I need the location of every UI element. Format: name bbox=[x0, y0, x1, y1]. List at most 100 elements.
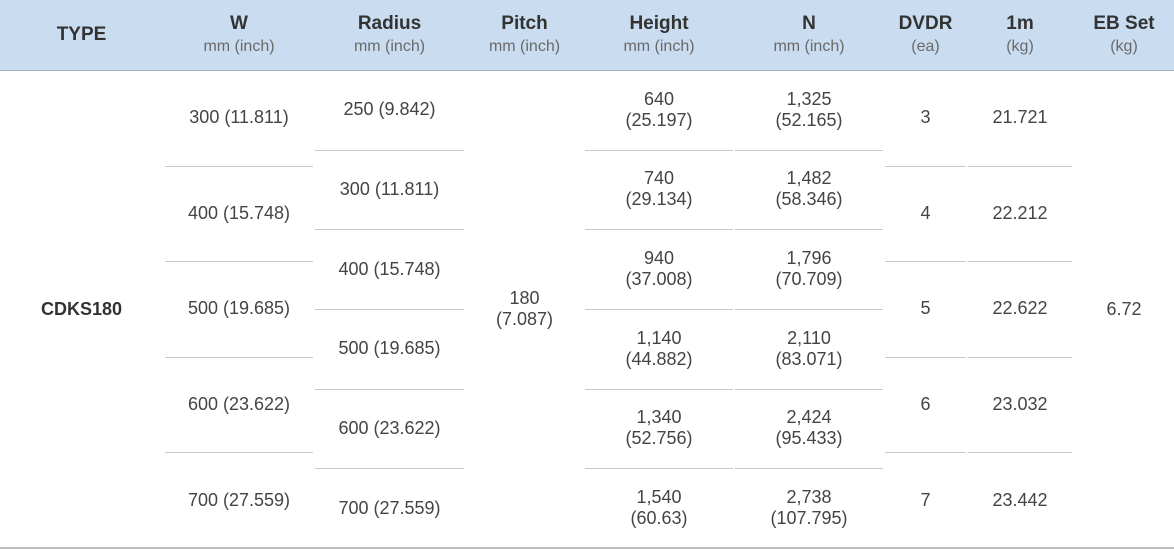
table-cell: 23.032 bbox=[968, 357, 1072, 453]
header-cell: Pitch mm (inch) bbox=[466, 0, 583, 70]
header-unit: mm (inch) bbox=[488, 38, 561, 55]
cell-line: (58.346) bbox=[775, 189, 843, 210]
header-title: Pitch bbox=[501, 13, 548, 34]
table-cell: 500 (19.685) bbox=[165, 261, 313, 357]
cell-line: 2,110 bbox=[787, 327, 831, 348]
table-cell: 400 (15.748) bbox=[165, 166, 313, 262]
header-title: W bbox=[230, 13, 248, 34]
cell-line: 1,796 bbox=[786, 248, 832, 269]
header-cell: 1m (kg) bbox=[968, 0, 1072, 70]
cell-line: 2,738 bbox=[786, 487, 832, 508]
cell-line: 300 (11.811) bbox=[189, 107, 289, 128]
row-separator bbox=[315, 309, 464, 310]
header-unit: (kg) bbox=[1006, 38, 1034, 55]
cell-line: 6 bbox=[920, 394, 931, 415]
row-separator bbox=[315, 468, 464, 469]
cell-line: 22.212 bbox=[992, 202, 1048, 223]
cell-line: 600 (23.622) bbox=[187, 394, 291, 415]
row-separator bbox=[735, 150, 883, 151]
cell-line: 640 bbox=[643, 88, 675, 109]
table-cell: 5 bbox=[885, 261, 966, 357]
cell-line: 7 bbox=[920, 489, 931, 510]
cell-line: (83.071) bbox=[775, 348, 843, 369]
table-cell: 7 bbox=[885, 452, 966, 548]
cell-line: (107.795) bbox=[770, 508, 848, 529]
table-cell: 2,110 (83.071) bbox=[735, 309, 883, 389]
header-unit: mm (inch) bbox=[203, 38, 275, 55]
header-unit: mm (inch) bbox=[773, 38, 845, 55]
row-separator bbox=[968, 452, 1072, 453]
row-separator bbox=[968, 261, 1072, 262]
cell-line: (60.63) bbox=[630, 508, 688, 529]
cell-line: 740 bbox=[643, 168, 675, 189]
row-separator bbox=[585, 229, 733, 230]
cell-line: 500 (19.685) bbox=[338, 338, 441, 359]
cell-line: 4 bbox=[920, 202, 931, 223]
table-cell: CDKS180 bbox=[0, 70, 163, 548]
row-separator bbox=[885, 166, 966, 167]
cell-line: (7.087) bbox=[495, 309, 554, 329]
cell-line: 3 bbox=[920, 107, 931, 128]
row-separator bbox=[585, 309, 733, 310]
bottom-rule bbox=[0, 547, 1174, 549]
table-cell: 1,325 (52.165) bbox=[735, 70, 883, 150]
header-unit: (kg) bbox=[1110, 38, 1138, 55]
header-unit: mm (inch) bbox=[353, 38, 426, 55]
table-cell: 1,796 (70.709) bbox=[735, 229, 883, 309]
header-cell: TYPE bbox=[0, 0, 163, 70]
cell-line: 1,325 bbox=[786, 88, 832, 109]
header-title: Radius bbox=[357, 13, 422, 34]
cell-line: (25.197) bbox=[625, 109, 693, 130]
row-separator bbox=[165, 166, 313, 167]
table-cell: 940 (37.008) bbox=[585, 229, 733, 309]
header-title: EB Set bbox=[1093, 13, 1155, 34]
cell-line: 23.032 bbox=[992, 394, 1048, 415]
header-title: DVDR bbox=[898, 13, 953, 34]
header-cell: Height mm (inch) bbox=[585, 0, 733, 70]
cell-line: (52.756) bbox=[625, 428, 693, 449]
row-separator bbox=[165, 452, 313, 453]
cell-line: 6.72 bbox=[1106, 298, 1142, 319]
header-title: N bbox=[802, 13, 816, 34]
cell-line: 22.622 bbox=[992, 298, 1048, 319]
cell-line: (37.008) bbox=[625, 269, 693, 290]
table-cell: 2,738 (107.795) bbox=[735, 468, 883, 548]
row-separator bbox=[315, 229, 464, 230]
cell-line: 300 (11.811) bbox=[339, 178, 440, 199]
row-separator bbox=[885, 452, 966, 453]
cell-line: 500 (19.685) bbox=[187, 298, 291, 319]
row-separator bbox=[585, 389, 733, 390]
header-unit: mm (inch) bbox=[623, 38, 695, 55]
table-cell: 740 (29.134) bbox=[585, 150, 733, 230]
table-cell: 1,482 (58.346) bbox=[735, 150, 883, 230]
row-separator bbox=[885, 357, 966, 358]
table-cell: 4 bbox=[885, 166, 966, 262]
table-cell: 21.721 bbox=[968, 70, 1072, 166]
cell-line: 1,482 bbox=[786, 168, 832, 189]
row-separator bbox=[735, 389, 883, 390]
cell-line: 600 (23.622) bbox=[338, 417, 441, 438]
header-title: TYPE bbox=[56, 24, 107, 45]
cell-line: 180 bbox=[509, 288, 540, 308]
table-cell: 500 (19.685) bbox=[315, 309, 464, 389]
table-cell: 22.622 bbox=[968, 261, 1072, 357]
cell-line: 1,340 bbox=[636, 407, 682, 428]
table-cell: 600 (23.622) bbox=[315, 389, 464, 469]
cell-line: 1,540 bbox=[636, 487, 682, 508]
table-cell: 1,340 (52.756) bbox=[585, 389, 733, 469]
table-cell: 700 (27.559) bbox=[165, 452, 313, 548]
header-title: Height bbox=[629, 13, 689, 34]
row-separator bbox=[165, 261, 313, 262]
row-separator bbox=[968, 357, 1072, 358]
table-cell: 300 (11.811) bbox=[315, 150, 464, 230]
row-separator bbox=[885, 261, 966, 262]
row-separator bbox=[315, 389, 464, 390]
cell-line: (70.709) bbox=[775, 269, 843, 290]
cell-line: 400 (15.748) bbox=[338, 258, 441, 279]
cell-line: (44.882) bbox=[625, 348, 693, 369]
row-separator bbox=[315, 150, 464, 151]
table-cell: 180 (7.087) bbox=[466, 70, 583, 548]
